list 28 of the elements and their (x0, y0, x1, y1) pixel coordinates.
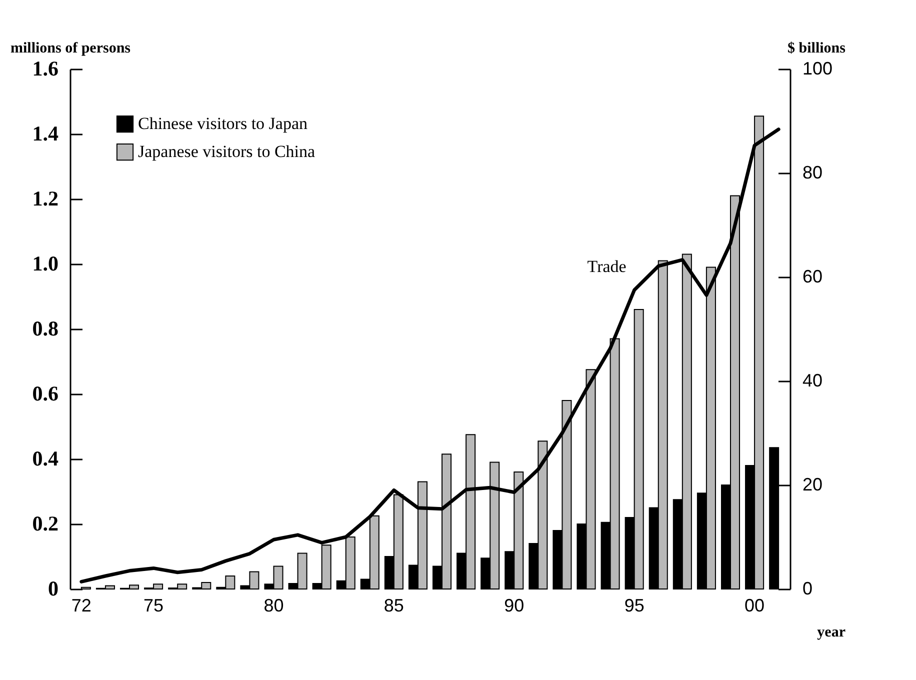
y2-tick-label: 80 (802, 162, 823, 182)
y-tick-label: 1.0 (32, 252, 58, 276)
legend-label: Chinese visitors to Japan (138, 114, 308, 133)
y2-tick-label: 100 (802, 58, 833, 78)
y2-tick-label: 20 (802, 474, 823, 494)
x-tick-label: 90 (504, 596, 524, 616)
y-tick-label: 0 (48, 576, 58, 600)
y-tick-label: 0.8 (32, 316, 58, 340)
y2-tick-label: 0 (802, 578, 813, 598)
y-tick-label: 0.4 (32, 446, 59, 470)
x-tick-label: 00 (744, 596, 765, 616)
x-tick-label: 75 (144, 596, 164, 616)
x-tick-label: 72 (71, 596, 92, 616)
x-axis-title: year (817, 624, 846, 640)
x-tick-label: 80 (264, 596, 284, 616)
y-tick-label: 0.6 (32, 382, 58, 406)
x-tick-label: 95 (624, 596, 644, 616)
y-tick-label: 1.4 (32, 122, 59, 146)
x-tick-label: 85 (384, 596, 404, 616)
legend-label: Japanese visitors to China (138, 142, 316, 161)
y-tick-label: 0.2 (32, 512, 58, 536)
y-tick-label: 1.6 (32, 56, 58, 80)
y2-tick-label: 40 (802, 370, 823, 390)
y-tick-label: 1.2 (32, 186, 58, 210)
series-label: Trade (587, 257, 626, 276)
y2-axis-title: $ billions (788, 40, 846, 56)
y2-tick-label: 60 (802, 266, 823, 286)
y-axis-title: millions of persons (10, 40, 131, 56)
